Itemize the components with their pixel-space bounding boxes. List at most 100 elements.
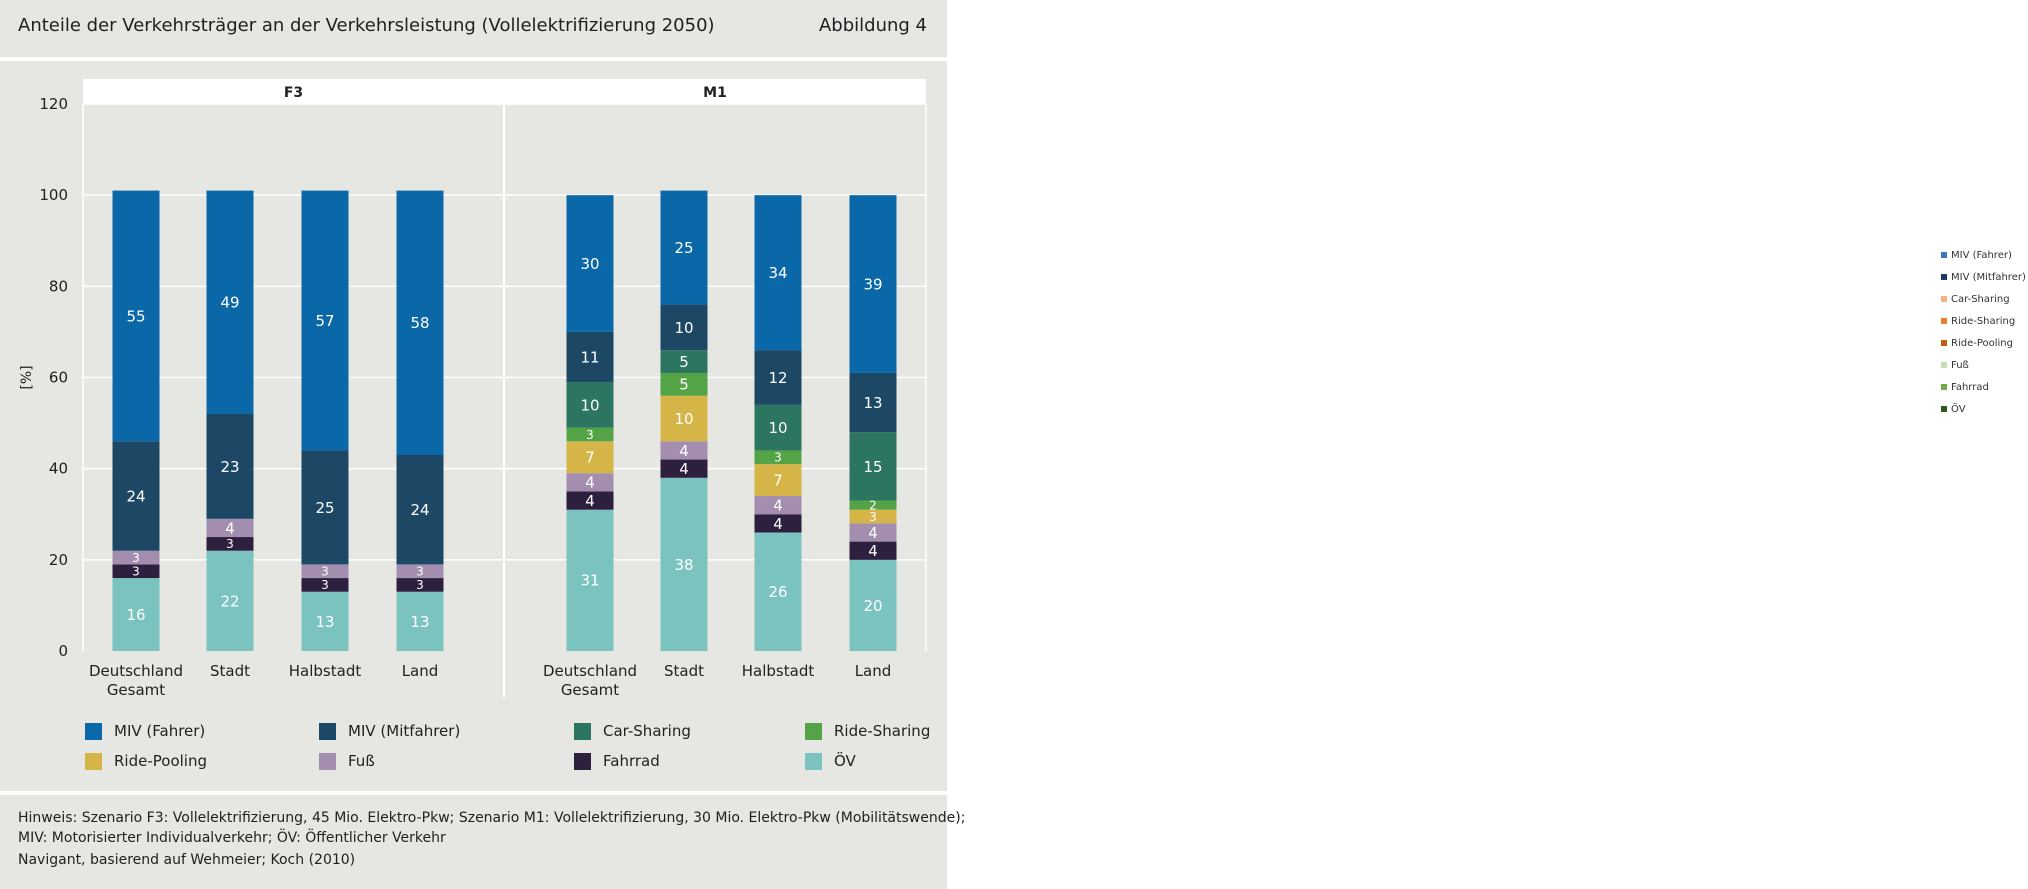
bar-segment (566, 331, 614, 383)
legend-right-label: Ride-Pooling (1951, 337, 2013, 349)
data-label: 24 (410, 501, 429, 519)
data-label: 3 (226, 537, 234, 551)
legend-right-item: MIV (Mitfahrer) (1941, 266, 2026, 288)
legend-right-label: ÖV (1951, 403, 1966, 415)
panel-title-m1: M1 (703, 85, 727, 101)
bar-segment (660, 459, 708, 478)
legend-right-swatch (1941, 384, 1947, 390)
bar-segment (206, 550, 254, 651)
data-label: 20 (863, 597, 882, 615)
x-tick-label: Halbstadt (289, 662, 362, 680)
legend-swatch (319, 722, 336, 740)
bar-segment (660, 190, 708, 305)
legend-swatch (805, 752, 822, 770)
bar-segment (849, 372, 897, 433)
bar-segment (849, 195, 897, 373)
legend-item: Ride-Sharing (805, 722, 930, 740)
bar-segment (754, 404, 802, 451)
x-tick-label: Land (402, 662, 439, 680)
bar-segment (849, 432, 897, 501)
legend-label: ÖV (834, 752, 856, 770)
bar-segment (301, 578, 349, 592)
legend-right-item: Fuß (1941, 354, 2026, 376)
legend-right: MIV (Fahrer) MIV (Mitfahrer) Car-Sharing Ri… (1941, 244, 2026, 420)
legend-right-swatch (1941, 274, 1947, 280)
legend-right-item: ÖV (1941, 398, 2026, 420)
bar-segment (112, 564, 160, 579)
legend-item: MIV (Mitfahrer) (319, 722, 460, 740)
data-label: 4 (679, 442, 689, 460)
legend-right-swatch (1941, 406, 1947, 412)
legend-label: MIV (Mitfahrer) (348, 722, 461, 740)
bar-segment (660, 477, 708, 651)
footer-note-line2: MIV: Motorisierter Individualverkehr; ÖV… (18, 830, 446, 846)
bar-segment (660, 395, 708, 442)
data-label: 58 (410, 314, 429, 332)
data-label: 11 (580, 348, 599, 366)
footer-source: Navigant, basierend auf Wehmeier; Koch (… (18, 852, 356, 868)
legend-right-label: Fuß (1951, 359, 1969, 371)
bar-segment (754, 450, 802, 465)
legend-right-swatch (1941, 252, 1947, 258)
x-tick-label: Gesamt (107, 681, 165, 699)
legend-item: Car-Sharing (574, 722, 691, 740)
data-label: 15 (863, 458, 882, 476)
data-label: 5 (679, 376, 689, 394)
bar-segment (566, 491, 614, 510)
data-label: 26 (768, 583, 787, 601)
x-tick-label: Stadt (664, 662, 704, 680)
legend-right-label: MIV (Mitfahrer) (1951, 271, 2026, 283)
legend-swatch (574, 752, 591, 770)
bar-segment (566, 382, 614, 428)
legend-swatch (805, 722, 822, 740)
data-label: 4 (773, 515, 783, 533)
bar-segment (849, 509, 897, 524)
y-tick-label: 20 (49, 551, 68, 569)
data-label: 3 (869, 510, 877, 524)
legend-label: Car-Sharing (603, 722, 691, 740)
x-tick-label: Gesamt (561, 681, 619, 699)
bar-segment (566, 509, 614, 651)
data-label: 10 (768, 419, 787, 437)
legend-right-item: MIV (Fahrer) (1941, 244, 2026, 266)
bar-segment (849, 523, 897, 542)
panel-title-f3: F3 (284, 85, 303, 101)
bar-segment (301, 190, 349, 451)
legend-swatch (85, 752, 102, 770)
data-label: 3 (132, 565, 140, 579)
data-label: 3 (321, 578, 329, 592)
bar-segment (660, 304, 708, 351)
data-label: 3 (416, 578, 424, 592)
data-label: 4 (868, 542, 878, 560)
legend-right-label: MIV (Fahrer) (1951, 249, 2012, 261)
data-label: 38 (674, 556, 693, 574)
bar-segment (301, 450, 349, 565)
bar-segment (849, 500, 897, 510)
bar-segment (396, 454, 444, 565)
data-label: 57 (315, 312, 334, 330)
legend-item: Fuß (319, 752, 375, 770)
data-label: 30 (580, 255, 599, 273)
y-tick-label: 60 (49, 369, 68, 387)
bar-segment (396, 190, 444, 455)
legend-label: Fahrrad (603, 752, 660, 770)
x-tick-label: Deutschland (543, 662, 637, 680)
bar-segment (206, 537, 254, 551)
data-label: 5 (679, 353, 689, 371)
y-tick-label: 40 (49, 460, 68, 478)
data-label: 4 (585, 492, 595, 510)
legend-item: MIV (Fahrer) (85, 722, 205, 740)
stacked-bar-chart: 020406080100120[%]F316332455DeutschlandG… (19, 79, 927, 699)
legend-right-label: Fahrrad (1951, 381, 1989, 393)
legend-right-label: Ride-Sharing (1951, 315, 2016, 327)
bar-segment (754, 532, 802, 651)
data-label: 25 (674, 239, 693, 257)
x-tick-label: Deutschland (89, 662, 183, 680)
bar-segment (660, 372, 708, 396)
legend-label: Ride-Sharing (834, 722, 931, 740)
data-label: 13 (315, 613, 334, 631)
header-bar: Anteile der Verkehrsträger an der Verkeh… (0, 0, 947, 57)
legend-swatch (85, 722, 102, 740)
data-label: 7 (585, 449, 595, 467)
bar-segment (566, 427, 614, 442)
